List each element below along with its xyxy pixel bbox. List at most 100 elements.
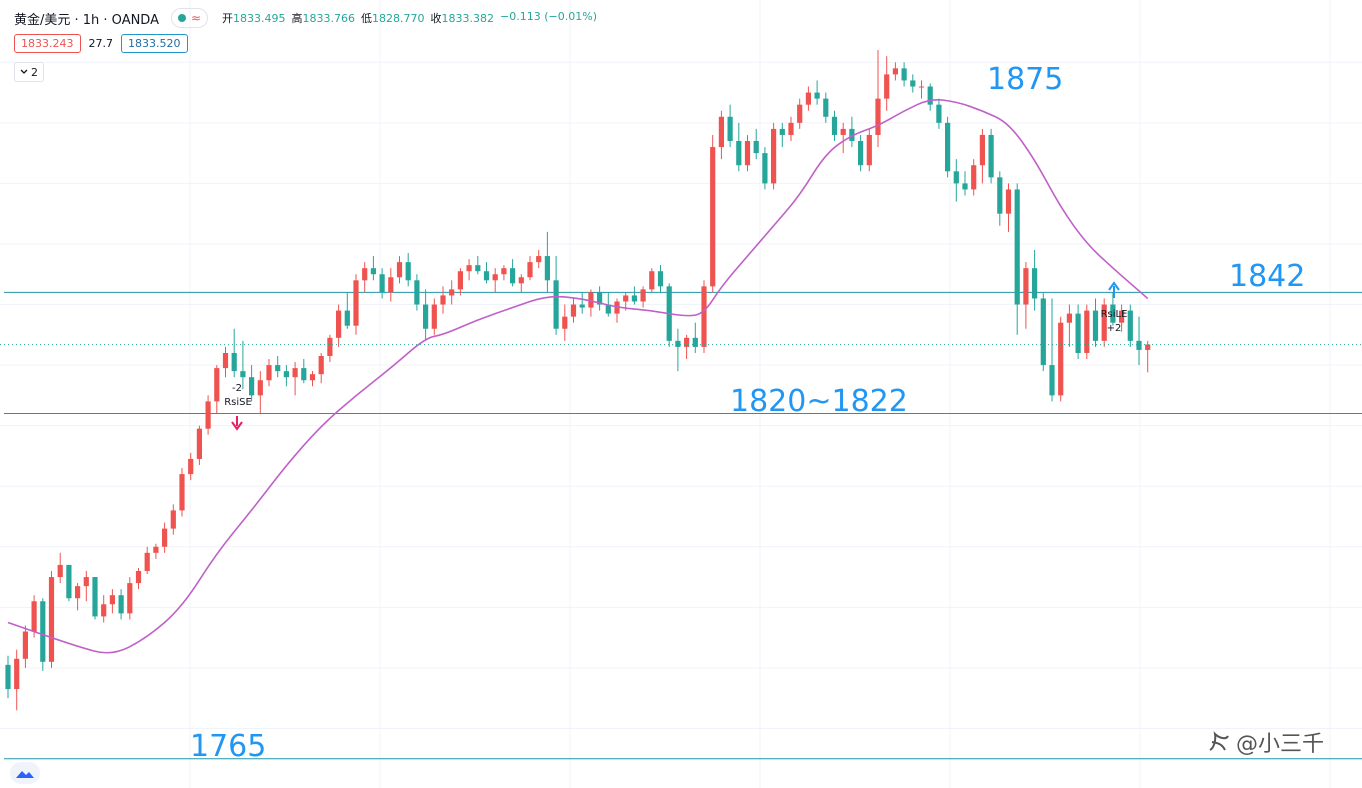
candle: [257, 371, 263, 414]
candles: [5, 50, 1151, 711]
candle-body: [631, 295, 637, 302]
candle: [266, 359, 272, 387]
candle-body: [492, 274, 498, 281]
candle-body: [240, 371, 246, 378]
candle-body: [1084, 310, 1090, 353]
level-lines: [4, 291, 1362, 760]
mountain-logo-icon: [16, 771, 34, 778]
candle: [945, 116, 951, 178]
candle: [649, 268, 655, 293]
candle-body: [14, 658, 20, 690]
annotation-1875: 1875: [987, 62, 1063, 97]
candle: [5, 655, 11, 699]
candle: [614, 298, 620, 323]
candle-body: [483, 271, 490, 281]
candle: [892, 62, 898, 81]
candle: [744, 134, 751, 172]
candle: [971, 159, 977, 196]
candle-body: [379, 274, 385, 293]
candle: [388, 268, 394, 302]
candle-body: [92, 577, 98, 617]
candle-body: [336, 310, 342, 338]
candle-body: [840, 128, 846, 135]
arrow-down-icon: [231, 416, 243, 431]
candle-body: [710, 147, 716, 287]
spread-value: 27.7: [88, 37, 114, 50]
candle: [588, 289, 594, 317]
candle-body: [1136, 340, 1142, 350]
candle-body: [570, 304, 577, 317]
candle: [75, 583, 81, 611]
candle-body: [692, 337, 698, 347]
candle: [936, 98, 942, 129]
candle: [918, 80, 925, 99]
candle-body: [22, 631, 28, 659]
candle: [92, 577, 98, 620]
candle: [1032, 250, 1038, 311]
candle-body: [66, 564, 72, 599]
long-signal-label: RsiLE: [1101, 309, 1128, 320]
candle: [788, 116, 794, 142]
watermark: @小三千: [1206, 726, 1324, 758]
candle: [214, 365, 220, 414]
candle: [858, 134, 864, 172]
candle-body: [75, 586, 81, 599]
buy-price-button[interactable]: 1833.520: [121, 34, 188, 53]
tradingview-logo[interactable]: [10, 762, 40, 784]
candle-body: [249, 377, 255, 396]
chevron-down-icon: [20, 69, 28, 74]
candle-body: [953, 171, 959, 184]
sell-price-button[interactable]: 1833.243: [14, 34, 81, 53]
status-pill[interactable]: ≈: [170, 8, 209, 28]
candle: [1005, 183, 1012, 232]
candle: [979, 128, 985, 184]
candle: [562, 304, 568, 341]
candle-body: [588, 292, 594, 308]
candle: [466, 259, 472, 281]
candle: [814, 80, 820, 105]
candle-body: [388, 277, 394, 293]
candle-body: [988, 134, 994, 178]
candle: [831, 110, 838, 142]
candle: [736, 122, 742, 172]
candle-body: [31, 601, 37, 632]
candle: [457, 268, 463, 296]
candle-body: [440, 295, 446, 305]
candle-body: [884, 74, 890, 99]
candle: [144, 546, 150, 575]
annotation-1820-1822: 1820~1822: [730, 384, 908, 419]
candle-body: [362, 268, 368, 281]
candle-body: [40, 601, 46, 662]
long-signal-qty: +2: [1107, 323, 1122, 334]
candle-body: [1023, 268, 1029, 305]
ohlc-open: 开1833.495: [222, 12, 286, 25]
indicators-collapse-button[interactable]: 2: [14, 62, 44, 82]
candle-body: [788, 122, 794, 135]
candle: [953, 159, 959, 202]
candle-body: [901, 68, 907, 81]
candle: [823, 92, 829, 123]
candle: [231, 328, 237, 378]
market-open-dot-icon: [177, 14, 186, 22]
candle: [414, 274, 420, 311]
candle: [501, 265, 507, 281]
candle: [510, 259, 516, 287]
symbol-title[interactable]: 黄金/美元 · 1h · OANDA: [14, 12, 159, 28]
candle: [353, 274, 359, 335]
candle-body: [875, 98, 881, 135]
candle-body: [101, 604, 107, 617]
candle: [423, 289, 429, 341]
candle-body: [188, 458, 194, 475]
candle: [57, 552, 63, 584]
candle-body: [275, 365, 281, 372]
candle: [483, 262, 490, 284]
candle: [666, 283, 672, 347]
ohlc-change: −0.113 (−0.01%): [500, 10, 597, 23]
candle-body: [170, 510, 176, 529]
candle: [718, 110, 724, 160]
candle-body: [866, 134, 872, 166]
candle-body: [423, 304, 429, 329]
candle: [327, 334, 333, 363]
candle-body: [962, 183, 968, 190]
